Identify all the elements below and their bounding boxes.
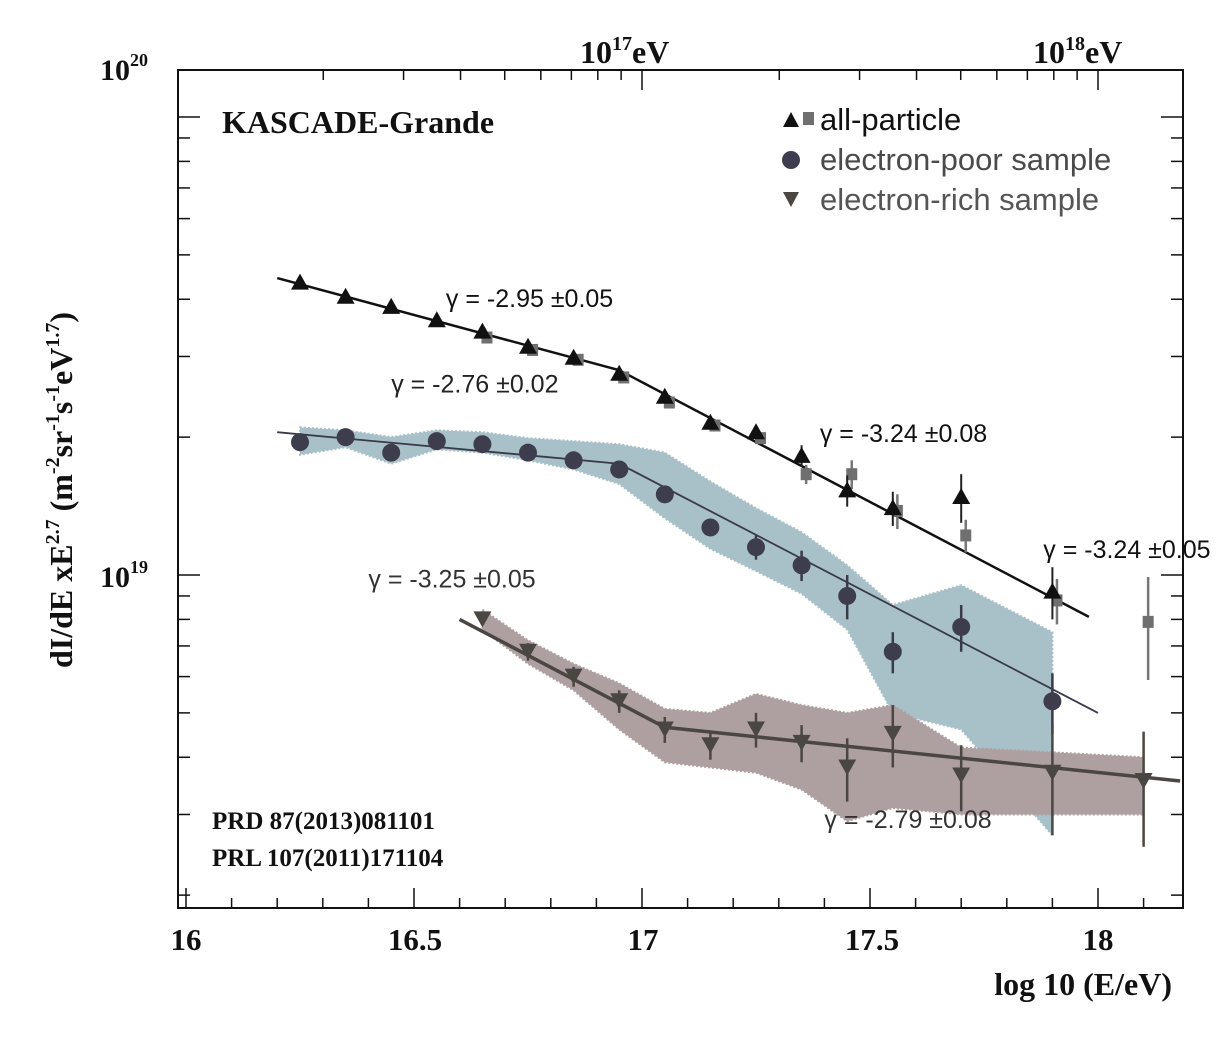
electron-rich-point — [564, 668, 583, 685]
all-particle-triangle-point — [1043, 582, 1062, 599]
electron-rich-band — [481, 607, 1145, 823]
electron-poor-point — [952, 617, 971, 636]
electron-rich-point — [838, 759, 857, 776]
uncertainty-bands — [299, 426, 1145, 839]
reference-text: PRL 107(2011)171104 — [212, 845, 444, 872]
electron-rich-point — [952, 767, 971, 784]
electron-rich-point — [883, 725, 902, 742]
x-tick-label: 16 — [171, 922, 202, 957]
legend-square-icon — [803, 112, 814, 125]
slope-annotation: γ = -3.25 ±0.05 — [368, 565, 535, 593]
all-particle-triangle-point — [655, 387, 674, 404]
y-tick-label: 1019 — [100, 557, 148, 594]
all-particle-square-point — [1142, 615, 1154, 628]
electron-rich-point — [473, 611, 492, 628]
electron-poor-point — [883, 642, 902, 661]
electron-rich-point — [610, 693, 629, 710]
slope-annotation: γ = -2.79 ±0.08 — [824, 806, 991, 834]
electron-rich-point — [1043, 764, 1062, 781]
legend-triangle-down-icon — [783, 192, 799, 207]
all-particle-triangle-point — [382, 297, 401, 314]
all-particle-square-point — [800, 468, 812, 481]
all-particle-square-point — [1051, 594, 1063, 607]
all-particle-triangle-point — [564, 348, 583, 365]
all-particle-square-point — [960, 529, 972, 542]
slope-annotation: γ = -2.76 ±0.02 — [391, 371, 558, 399]
electron-rich-point — [519, 643, 537, 660]
legend-triangle-up-icon — [783, 112, 799, 127]
electron-poor-point — [838, 586, 857, 605]
electron-poor-point — [519, 443, 537, 462]
x-tick-label: 17.5 — [845, 922, 899, 957]
legend-circle-icon — [782, 151, 800, 169]
axis-ticks — [178, 70, 1183, 908]
y-axis-label: dI/dE xE2.7 (m-2sr-1s-1eV1.7) — [42, 312, 79, 668]
chart-title: KASCADE-Grande — [222, 104, 494, 140]
electron-poor-point — [382, 443, 401, 462]
electron-poor-point — [1043, 692, 1062, 711]
electron-rich-point — [1134, 772, 1153, 789]
electron-rich-point — [655, 721, 674, 738]
slope-annotation: γ = -3.24 ±0.05 — [1043, 536, 1210, 564]
electron-rich-point — [701, 737, 720, 754]
all-particle-triangle-point — [473, 322, 492, 339]
y-tick-label: 1020 — [100, 50, 148, 87]
electron-rich-point — [792, 734, 811, 751]
all-particle-square-point — [846, 468, 858, 481]
data-points — [291, 273, 1154, 847]
all-particle-triangle-point — [952, 488, 971, 505]
electron-poor-point — [655, 485, 674, 504]
electron-poor-band — [299, 426, 1054, 839]
reference-text: PRD 87(2013)081101 — [212, 808, 435, 835]
all-particle-triangle-point — [291, 273, 309, 290]
legend-label: all-particle — [820, 102, 961, 137]
electron-poor-point — [427, 432, 446, 451]
all-particle-triangle-point — [427, 311, 446, 328]
all-particle-triangle-point — [519, 337, 537, 354]
electron-poor-point — [747, 538, 765, 557]
all-particle-triangle-point — [701, 413, 720, 430]
electron-poor-point — [792, 556, 811, 575]
all-particle-triangle-point — [792, 446, 811, 463]
electron-poor-point — [473, 435, 492, 454]
all-particle-triangle-point — [838, 481, 857, 498]
all-particle-triangle-point — [883, 499, 902, 516]
all-particle-triangle-point — [747, 423, 765, 440]
x-tick-label: 17 — [628, 922, 659, 957]
electron-poor-point — [564, 451, 583, 470]
legend: all-particle electron-poor sample electr… — [782, 102, 1111, 217]
slope-annotation: γ = -3.24 ±0.08 — [820, 420, 987, 448]
x-tick-label: 16.5 — [388, 922, 442, 957]
x-axis-label: log 10 (E/eV) — [994, 966, 1172, 1002]
all-particle-triangle-point — [610, 364, 629, 381]
slope-annotation: γ = -2.95 ±0.05 — [446, 285, 613, 313]
top-axis-label: 1017eV — [580, 33, 669, 70]
electron-poor-point — [291, 433, 309, 452]
legend-label: electron-poor sample — [820, 142, 1111, 177]
all-particle-triangle-point — [336, 287, 355, 304]
electron-poor-point — [610, 460, 629, 479]
electron-poor-point — [336, 428, 355, 447]
x-tick-label: 18 — [1083, 922, 1114, 957]
electron-rich-point — [747, 721, 765, 738]
top-axis-label: 1018eV — [1033, 33, 1122, 70]
legend-label: electron-rich sample — [820, 182, 1099, 217]
electron-poor-point — [701, 518, 720, 537]
plot-frame — [177, 69, 1184, 909]
